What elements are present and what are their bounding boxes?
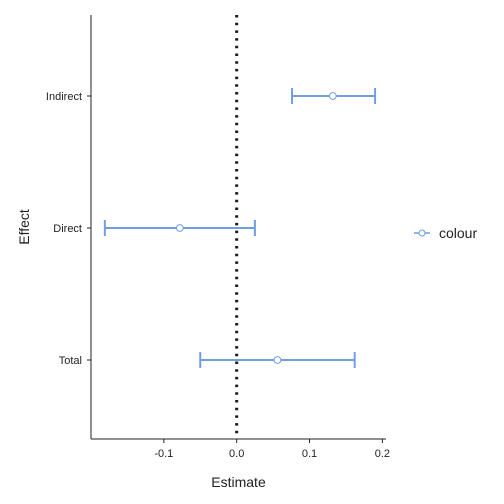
- legend-key-point: [418, 229, 426, 237]
- legend: colour: [414, 225, 477, 241]
- estimate-point: [175, 224, 184, 232]
- error-bars: [103, 88, 377, 368]
- x-tick-label: 0.2: [375, 448, 390, 460]
- y-tick-label: Total: [59, 355, 82, 367]
- y-ticks: Indirect Direct Total: [46, 91, 91, 367]
- estimate-point: [328, 92, 337, 100]
- legend-label: colour: [439, 225, 477, 241]
- error-bar-total: [199, 352, 356, 368]
- y-axis-title: Effect: [16, 209, 32, 245]
- estimate-point: [273, 356, 282, 364]
- x-axis-title: Estimate: [211, 474, 266, 490]
- y-tick-label: Indirect: [46, 91, 82, 103]
- error-bar-direct: [103, 220, 256, 236]
- x-ticks: -0.1 0.0 0.1 0.2: [154, 439, 390, 460]
- y-tick-label: Direct: [53, 223, 82, 235]
- axes: [90, 15, 386, 440]
- error-bar-indirect: [291, 88, 377, 104]
- x-tick-label: 0.1: [302, 448, 317, 460]
- x-tick-label: -0.1: [154, 448, 173, 460]
- x-tick-label: 0.0: [229, 448, 244, 460]
